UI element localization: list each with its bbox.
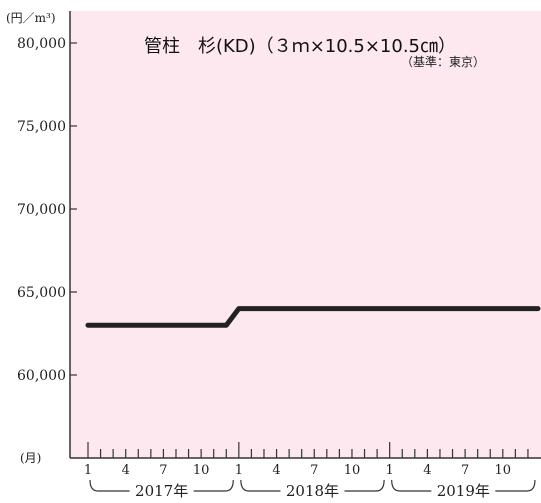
year-bracket <box>391 479 536 492</box>
x-tick-label: 10 <box>495 463 512 478</box>
y-tick-label: 75,000 <box>17 119 66 135</box>
x-axis: 1 4 7 10 1 4 7 10 1 4 7 10 2017年 2018年 2019年 <box>70 442 541 500</box>
y-axis: 80,000 75,000 70,000 65,000 60,000 <box>17 11 77 458</box>
y-tick-label: 65,000 <box>17 285 66 301</box>
series-line <box>85 306 541 328</box>
y-tick-label: 70,000 <box>17 202 66 218</box>
x-tick-label: 7 <box>159 463 167 478</box>
x-tick-label: 7 <box>461 463 469 478</box>
x-tick-label: 4 <box>122 463 130 478</box>
x-tick-label: 4 <box>423 463 431 478</box>
x-unit-label: (月) <box>20 451 41 465</box>
year-label: 2019年 <box>437 482 490 500</box>
year-label: 2018年 <box>286 482 339 500</box>
x-tick-label: 4 <box>272 463 280 478</box>
y-unit-label: (円／m³) <box>6 11 56 25</box>
chart-title: 管柱 杉(KD)（３ｍ×10.5×10.5㎝） <box>144 36 456 57</box>
x-tick-label: 1 <box>84 463 92 478</box>
year-bracket <box>240 479 385 492</box>
year-label: 2017年 <box>135 482 188 500</box>
year-bracket <box>89 479 234 492</box>
y-tick-label: 80,000 <box>17 36 66 52</box>
x-tick-label: 7 <box>310 463 318 478</box>
chart-subtitle: （基準：東京） <box>401 54 485 69</box>
x-tick-label: 1 <box>235 463 243 478</box>
plot-area <box>70 11 541 458</box>
y-tick-label: 60,000 <box>17 368 66 384</box>
x-tick-label: 10 <box>193 463 210 478</box>
x-tick-label: 10 <box>344 463 361 478</box>
x-tick-label: 1 <box>386 463 394 478</box>
